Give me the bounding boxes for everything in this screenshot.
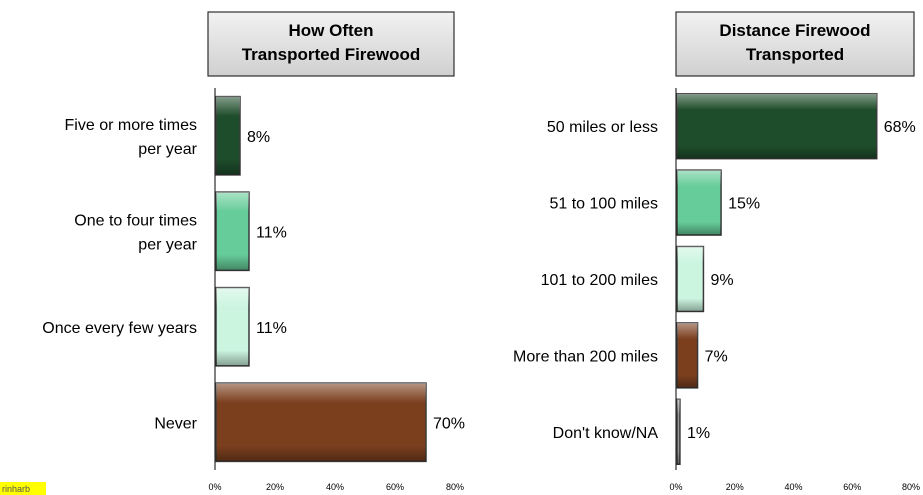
distance-value-label-1: 68% (884, 119, 916, 136)
distance-title-box (675, 11, 915, 77)
how-often-x-tick-4: 60% (386, 482, 404, 492)
corner-label: rinharb (2, 484, 30, 494)
how-often-bar-4-shade (216, 383, 426, 462)
how-often-category-label-4: Never (154, 415, 197, 432)
distance-bar-4-shade (677, 322, 698, 388)
distance-x-tick-4: 60% (843, 482, 861, 492)
how-often-category-label-2: One to four times per year (74, 212, 197, 253)
how-often-bar-3-shade (216, 287, 249, 366)
how-often-chart: How Often Transported Firewood 8% Five or m… (42, 11, 465, 492)
distance-category-label-1: 50 miles or less (547, 119, 658, 136)
distance-bar-1-shade (677, 93, 877, 159)
how-often-value-label-1: 8% (247, 129, 270, 146)
how-often-category-label-3: Once every few years (42, 320, 197, 337)
how-often-bar-2-shade (216, 192, 249, 271)
distance-bar-5-shade (677, 399, 680, 465)
distance-value-label-2: 15% (728, 196, 760, 213)
how-often-value-label-4: 70% (433, 415, 465, 432)
how-often-value-label-3: 11% (256, 320, 287, 337)
how-often-x-tick-2: 20% (266, 482, 284, 492)
how-often-x-tick-3: 40% (326, 482, 344, 492)
distance-x-tick-5: 80% (902, 482, 920, 492)
how-often-title: How Often Transported Firewood (242, 21, 421, 64)
distance-category-label-5: Don't know/NA (553, 425, 659, 442)
distance-bar-3-shade (677, 246, 704, 312)
distance-value-label-4: 7% (705, 348, 728, 365)
how-often-category-label-1: Five or more times per year (65, 117, 198, 158)
how-often-value-label-2: 11% (256, 224, 287, 241)
distance-x-tick-1: 0% (669, 482, 682, 492)
distance-category-label-4: More than 200 miles (513, 348, 658, 365)
distance-chart: Distance Firewood Transported 68% 50 miles … (513, 11, 920, 492)
distance-category-label-2: 51 to 100 miles (549, 196, 658, 213)
distance-value-label-3: 9% (710, 272, 733, 289)
how-often-x-tick-1: 0% (208, 482, 221, 492)
how-often-title-box (207, 11, 455, 77)
distance-title: Distance Firewood Transported (719, 21, 870, 64)
how-often-x-tick-5: 80% (446, 482, 464, 492)
how-often-bar-1-shade (216, 96, 240, 175)
distance-x-tick-3: 40% (784, 482, 802, 492)
corner-label-highlight (0, 482, 46, 495)
distance-bar-2-shade (677, 170, 722, 236)
corner-label-group: rinharb (0, 482, 46, 495)
distance-category-label-3: 101 to 200 miles (541, 272, 658, 289)
distance-value-label-5: 1% (687, 425, 710, 442)
distance-x-tick-2: 20% (726, 482, 744, 492)
